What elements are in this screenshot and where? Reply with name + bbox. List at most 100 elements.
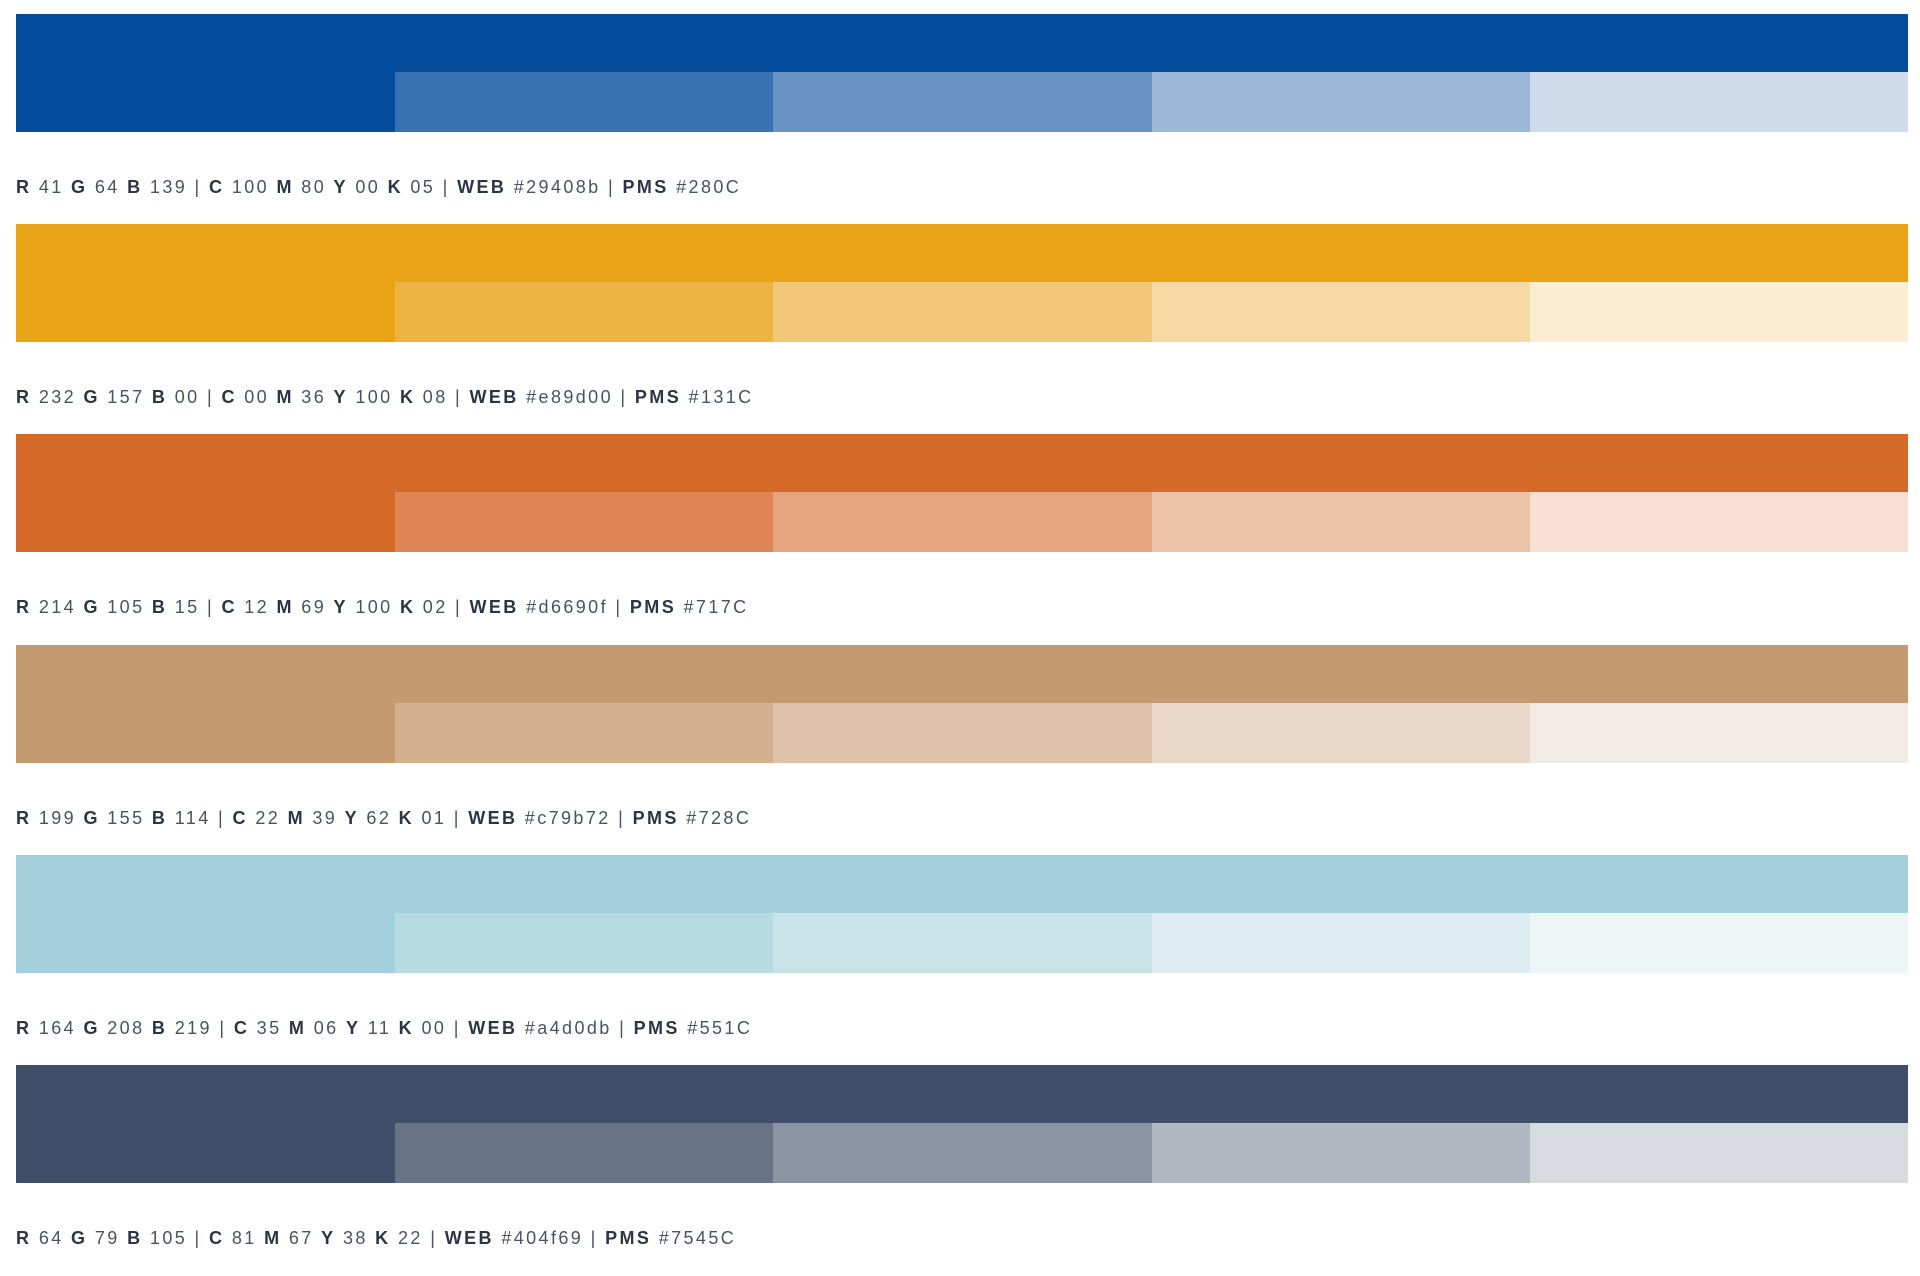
y-value: 62 [366, 808, 392, 828]
separator: | [430, 1228, 438, 1248]
g-value: 64 [94, 177, 120, 197]
c-value: 100 [231, 177, 270, 197]
swatch-base-block [16, 72, 396, 132]
tint-swatch-4 [1529, 282, 1908, 342]
r-label: R [16, 808, 32, 828]
separator: | [608, 177, 616, 197]
c-value: 12 [244, 597, 270, 617]
tint-strip [395, 1123, 1908, 1183]
color-spec-line: R 64 G 79 B 105 | C 81 M 67 Y 38 K 22 | … [16, 1213, 736, 1263]
separator: | [453, 808, 461, 828]
m-value: 69 [301, 597, 327, 617]
swatch-base-block [16, 282, 396, 342]
pms-value: #728C [686, 808, 752, 828]
m-value: 39 [312, 808, 338, 828]
c-value: 22 [255, 808, 281, 828]
r-label: R [16, 1018, 32, 1038]
tint-swatch-1 [395, 703, 774, 763]
g-value: 79 [94, 1228, 120, 1248]
color-spec-line: R 214 G 105 B 15 | C 12 M 69 Y 100 K 02 … [16, 582, 749, 632]
r-value: 164 [38, 1018, 77, 1038]
web-value: #29408b [513, 177, 601, 197]
g-label: G [71, 1228, 88, 1248]
tint-swatch-4 [1529, 492, 1908, 552]
m-label: M [264, 1228, 282, 1248]
m-value: 06 [313, 1018, 339, 1038]
r-label: R [16, 597, 32, 617]
palette-tan: R 199 G 155 B 114 | C 22 M 39 Y 62 K 01 … [16, 645, 1908, 856]
tint-swatch-3 [1151, 72, 1530, 132]
swatch-base-bar [16, 434, 1908, 493]
r-value: 214 [38, 597, 77, 617]
k-value: 02 [422, 597, 448, 617]
m-value: 36 [301, 387, 327, 407]
pms-value: #131C [688, 387, 754, 407]
k-label: K [375, 1228, 391, 1248]
y-value: 100 [355, 597, 393, 617]
tint-swatch-1 [395, 72, 774, 132]
separator: | [218, 808, 226, 828]
r-label: R [16, 387, 32, 407]
color-spec-line: R 232 G 157 B 00 | C 00 M 36 Y 100 K 08 … [16, 372, 754, 422]
k-value: 05 [410, 177, 436, 197]
b-label: B [151, 387, 168, 407]
separator: | [590, 1228, 598, 1248]
r-label: R [16, 177, 32, 197]
m-value: 67 [288, 1228, 314, 1248]
web-label: WEB [469, 597, 519, 617]
pms-label: PMS [633, 1018, 680, 1038]
separator: | [455, 387, 463, 407]
tint-swatch-3 [1151, 1123, 1530, 1183]
tint-swatch-1 [395, 492, 774, 552]
b-value: 105 [149, 1228, 188, 1248]
y-label: Y [321, 1228, 336, 1248]
r-value: 199 [38, 808, 77, 828]
tint-swatch-1 [395, 1123, 774, 1183]
tint-strip [395, 72, 1908, 132]
tint-strip [395, 492, 1908, 552]
swatch-base-block [16, 1123, 396, 1183]
tint-swatch-3 [1151, 913, 1530, 973]
separator: | [619, 1018, 627, 1038]
separator: | [194, 177, 202, 197]
separator: | [219, 1018, 227, 1038]
k-value: 22 [397, 1228, 423, 1248]
tint-swatch-2 [773, 282, 1152, 342]
swatch-base-block [16, 492, 396, 552]
k-value: 08 [422, 387, 448, 407]
k-value: 01 [421, 808, 447, 828]
web-value: #a4d0db [524, 1018, 612, 1038]
b-label: B [151, 808, 168, 828]
tint-swatch-4 [1529, 703, 1908, 763]
web-label: WEB [468, 1018, 518, 1038]
k-label: K [398, 1018, 415, 1038]
m-label: M [276, 177, 294, 197]
web-value: #c79b72 [524, 808, 611, 828]
y-label: Y [344, 808, 360, 828]
g-value: 155 [107, 808, 145, 828]
palette-blue: R 41 G 64 B 139 | C 100 M 80 Y 00 K 05 |… [16, 14, 1908, 225]
m-label: M [287, 808, 305, 828]
web-value: #e89d00 [526, 387, 614, 407]
tint-swatch-1 [395, 913, 774, 973]
g-value: 157 [107, 387, 145, 407]
palette-yellow: R 232 G 157 B 00 | C 00 M 36 Y 100 K 08 … [16, 224, 1908, 435]
pms-label: PMS [632, 808, 679, 828]
separator: | [442, 177, 450, 197]
pms-label: PMS [622, 177, 669, 197]
g-value: 208 [107, 1018, 145, 1038]
pms-value: #7545C [658, 1228, 737, 1248]
c-value: 81 [231, 1228, 257, 1248]
c-label: C [221, 597, 237, 617]
tint-swatch-3 [1151, 282, 1530, 342]
pms-label: PMS [629, 597, 677, 617]
palette-orange: R 214 G 105 B 15 | C 12 M 69 Y 100 K 02 … [16, 434, 1908, 645]
web-label: WEB [444, 1228, 494, 1248]
palette-light-blue: R 164 G 208 B 219 | C 35 M 06 Y 11 K 00 … [16, 855, 1908, 1066]
y-label: Y [333, 387, 348, 407]
b-value: 15 [174, 597, 200, 617]
b-value: 139 [149, 177, 188, 197]
y-value: 00 [355, 177, 381, 197]
c-label: C [209, 177, 225, 197]
swatch-base-bar [16, 645, 1908, 704]
